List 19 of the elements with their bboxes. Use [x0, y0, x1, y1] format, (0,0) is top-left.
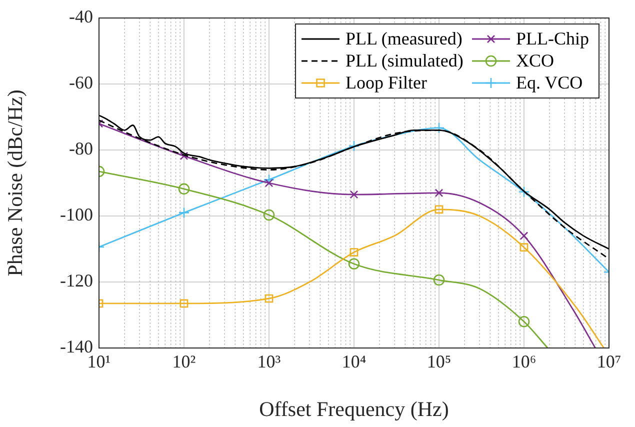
- legend-label: Loop Filter: [346, 72, 428, 93]
- x-tick-label: 10³: [257, 352, 282, 372]
- y-tick-label: -60: [69, 72, 93, 93]
- x-tick-label: 10⁵: [426, 352, 452, 372]
- y-tick-label: -40: [69, 6, 93, 27]
- legend-label: PLL (measured): [346, 28, 462, 49]
- y-axis-title: Phase Noise (dBc/Hz): [3, 90, 28, 276]
- x-tick-label: 10²: [172, 352, 196, 372]
- y-tick-label: -100: [60, 204, 93, 225]
- y-tick-label: -80: [69, 138, 93, 159]
- y-tick-label: -120: [60, 270, 93, 291]
- x-tick-label: 10⁶: [512, 352, 536, 372]
- legend-label: PLL-Chip: [516, 28, 590, 49]
- x-tick-label: 10⁷: [596, 352, 622, 372]
- x-axis-title: Offset Frequency (Hz): [259, 396, 449, 421]
- legend-label: PLL (simulated): [346, 50, 464, 71]
- x-tick-label: 10⁴: [342, 352, 366, 372]
- legend-label: Eq. VCO: [516, 72, 583, 93]
- legend-label: XCO: [516, 50, 554, 71]
